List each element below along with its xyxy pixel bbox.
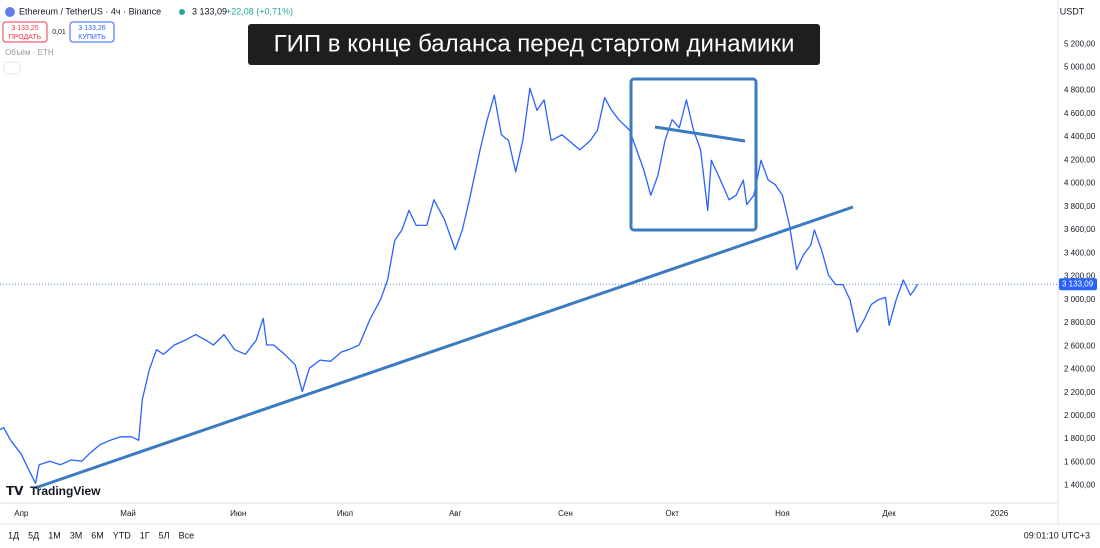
period-button[interactable]: 3М: [70, 530, 83, 540]
y-tick-label: 2 000,00: [1064, 411, 1096, 420]
y-tick-label: 4 200,00: [1064, 155, 1096, 164]
buy-label: КУПИТЬ: [78, 34, 106, 41]
x-tick-label: 2026: [990, 509, 1008, 518]
price-line: [0, 87, 919, 484]
y-tick-label: 4 400,00: [1064, 132, 1096, 141]
y-tick-label: 1 600,00: [1064, 457, 1096, 466]
y-tick-label: 1 400,00: [1064, 481, 1096, 490]
y-tick-label: 2 600,00: [1064, 341, 1096, 350]
last-price-box: [1059, 278, 1097, 291]
y-tick-label: 3 600,00: [1064, 225, 1096, 234]
x-tick-label: Май: [120, 509, 136, 518]
y-tick-label: 5 200,00: [1064, 39, 1096, 48]
price: 3 133,09: [192, 6, 227, 16]
y-tick-label: 3 800,00: [1064, 202, 1096, 211]
slope-line: [654, 125, 746, 143]
y-tick-label: 4 600,00: [1064, 109, 1096, 118]
period-button[interactable]: 6М: [91, 530, 104, 540]
x-tick-label: Окт: [665, 509, 679, 518]
symbol: Ethereum / TetherUS · 4ч · Binance: [19, 6, 161, 16]
y-tick-label: 3 200,00: [1064, 272, 1096, 281]
y-tick-label: 2 200,00: [1064, 388, 1096, 397]
period-button[interactable]: 1Г: [140, 530, 150, 540]
period-button[interactable]: 1М: [48, 530, 61, 540]
highlight-box: [629, 77, 758, 232]
collapse-button[interactable]: [3, 61, 21, 75]
sell-button[interactable]: [2, 21, 48, 43]
tv-logo-text: TradingView: [30, 484, 101, 498]
y-tick-label: 3 400,00: [1064, 248, 1096, 257]
plot-area: [0, 87, 1058, 484]
period-button[interactable]: Все: [179, 530, 195, 540]
x-tick-label: Июн: [230, 509, 246, 518]
clock: 09:01:10 UTC+3: [1024, 530, 1090, 540]
y-tick-label: 4 000,00: [1064, 179, 1096, 188]
sell-label: ПРОДАТЬ: [9, 34, 42, 41]
y-tick-label: 1 800,00: [1064, 434, 1096, 443]
currency[interactable]: USDT: [1060, 6, 1085, 16]
x-tick-label: Ноя: [775, 509, 790, 518]
period-button[interactable]: 1Д: [8, 530, 19, 540]
x-tick-label: Сен: [558, 509, 573, 518]
sell-price: 3 133,25: [11, 25, 38, 32]
period-button[interactable]: 5Л: [159, 530, 170, 540]
y-tick-label: 4 800,00: [1064, 86, 1096, 95]
y-tick-label: 2 800,00: [1064, 318, 1096, 327]
buy-button[interactable]: [69, 21, 115, 43]
buy-price: 3 133,26: [78, 25, 105, 32]
y-tick-label: 5 000,00: [1064, 62, 1096, 71]
symbol-logo: [5, 7, 15, 17]
tv-logo: 𝗧𝗩: [6, 484, 24, 498]
y-tick-label: 2 400,00: [1064, 365, 1096, 374]
last-price-label: 3 133,09: [1062, 279, 1094, 288]
period-button[interactable]: YTD: [113, 530, 132, 540]
volume-label: Объём · ETH: [5, 48, 54, 57]
x-tick-label: Июл: [337, 509, 354, 518]
status-dot: [179, 9, 185, 15]
change: +22,08 (+0,71%): [226, 6, 293, 16]
x-tick-label: Авг: [449, 509, 462, 518]
spread: 0,01: [52, 29, 66, 36]
period-button[interactable]: 5Д: [28, 530, 39, 540]
y-tick-label: 3 000,00: [1064, 295, 1096, 304]
chart-title: ГИП в конце баланса перед стартом динами…: [274, 30, 795, 57]
x-tick-label: Дек: [882, 509, 896, 518]
trend-line: [34, 205, 854, 490]
title-banner: [248, 24, 820, 65]
x-tick-label: Апр: [14, 509, 29, 518]
